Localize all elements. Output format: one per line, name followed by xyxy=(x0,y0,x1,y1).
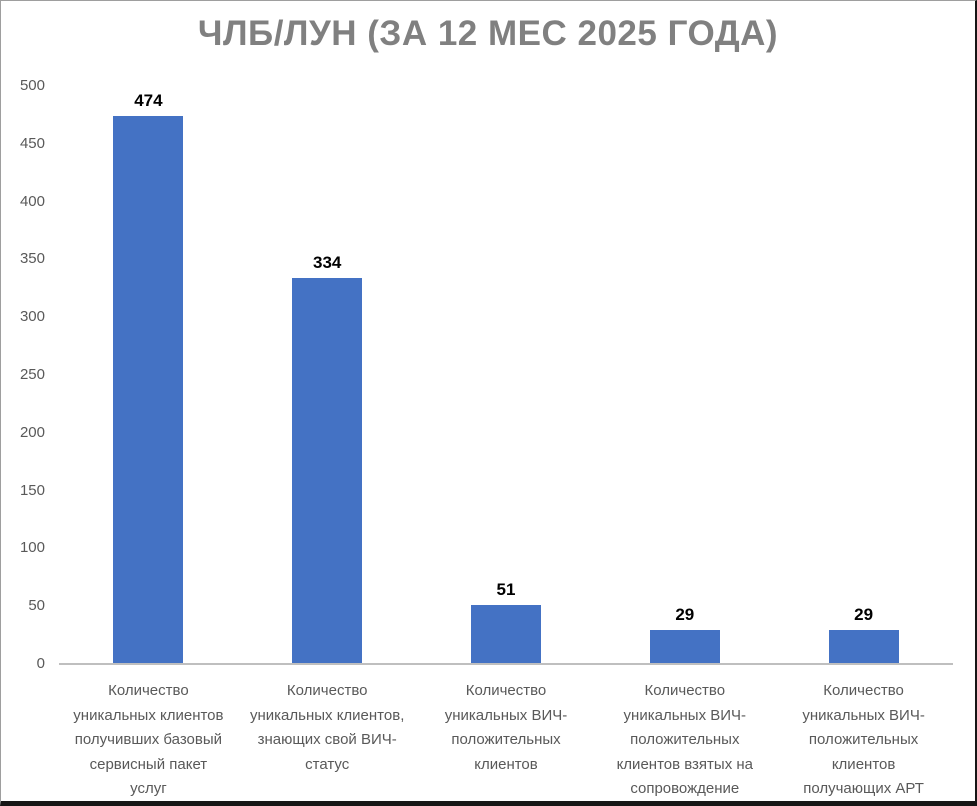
bar-value-label: 29 xyxy=(675,605,695,625)
bar-series: 474 334 51 29 29 xyxy=(59,86,953,664)
y-tick-label: 300 xyxy=(19,308,45,326)
bar xyxy=(649,630,720,664)
plot-area: 474 334 51 29 29 xyxy=(59,86,953,664)
y-tick-label: 150 xyxy=(19,481,45,499)
y-tick-label: 100 xyxy=(19,539,45,557)
bar xyxy=(113,116,184,664)
bar-value-label: 29 xyxy=(854,605,874,625)
category-label: Количество уникальных ВИЧ- положительных… xyxy=(802,682,925,797)
bar-slot: 474 xyxy=(59,86,238,664)
bar xyxy=(470,605,541,664)
y-tick-label: 500 xyxy=(19,77,45,94)
x-axis-category-labels: Количество уникальных клиентов получивши… xyxy=(59,679,953,801)
y-axis: 0 50 100 150 200 250 300 350 400 450 500 xyxy=(1,77,47,672)
y-tick-label: 250 xyxy=(19,366,45,383)
y-tick-label: 0 xyxy=(36,655,45,672)
y-tick-label: 350 xyxy=(19,250,45,268)
bar-slot: 51 xyxy=(417,86,596,664)
bar-slot: 334 xyxy=(238,86,417,664)
category-label: Количество уникальных клиентов, знающих … xyxy=(250,682,405,773)
category-label: Количество уникальных ВИЧ- положительных… xyxy=(444,682,568,773)
category-label: Количество уникальных ВИЧ- положительных… xyxy=(616,682,753,797)
bar-value-label: 334 xyxy=(313,252,342,272)
bar-value-label: 474 xyxy=(134,91,163,111)
x-axis-line xyxy=(59,663,953,665)
chart-title: ЧЛБ/ЛУН (ЗА 12 МЕС 2025 ГОДА) xyxy=(197,14,779,53)
y-tick-label: 450 xyxy=(19,134,45,152)
y-tick-label: 50 xyxy=(28,597,45,615)
y-tick-label: 200 xyxy=(19,423,45,441)
bar-value-label: 51 xyxy=(496,580,516,600)
bar-slot: 29 xyxy=(774,86,953,664)
bar xyxy=(828,630,899,664)
bar xyxy=(292,277,363,664)
y-tick-label: 400 xyxy=(19,192,45,210)
bar-slot: 29 xyxy=(595,86,774,664)
category-label: Количество уникальных клиентов получивши… xyxy=(73,682,224,797)
